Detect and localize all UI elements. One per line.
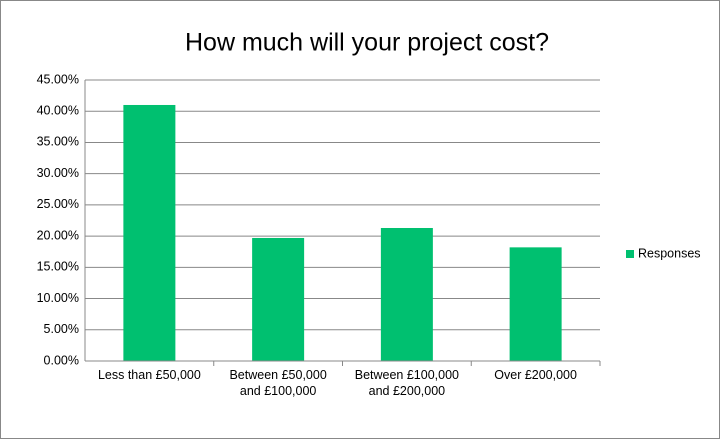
legend-swatch (626, 250, 634, 258)
y-tick-label: 5.00% (44, 322, 79, 336)
chart-title: How much will your project cost? (185, 29, 549, 57)
y-tick-label: 20.00% (37, 228, 79, 242)
bar (380, 227, 433, 361)
y-tick-label: 10.00% (37, 291, 79, 305)
y-tick-label: 40.00% (37, 104, 79, 118)
y-tick-label: 25.00% (37, 197, 79, 211)
x-tick-label: Between £50,000 and £100,000 (229, 368, 327, 398)
y-tick-label: 15.00% (37, 260, 79, 274)
x-tick-label: Between £100,000 and £200,000 (354, 368, 459, 398)
y-tick-label: 0.00% (44, 353, 79, 367)
y-tick-label: 30.00% (37, 166, 79, 180)
legend-label: Responses (638, 246, 701, 260)
y-tick-label: 45.00% (37, 72, 79, 86)
y-tick-label: 35.00% (37, 135, 79, 149)
bar (123, 104, 176, 361)
x-tick-label: Over £200,000 (494, 368, 577, 382)
x-tick-label: Less than £50,000 (97, 368, 201, 382)
bar (509, 247, 562, 361)
bar (252, 237, 305, 361)
